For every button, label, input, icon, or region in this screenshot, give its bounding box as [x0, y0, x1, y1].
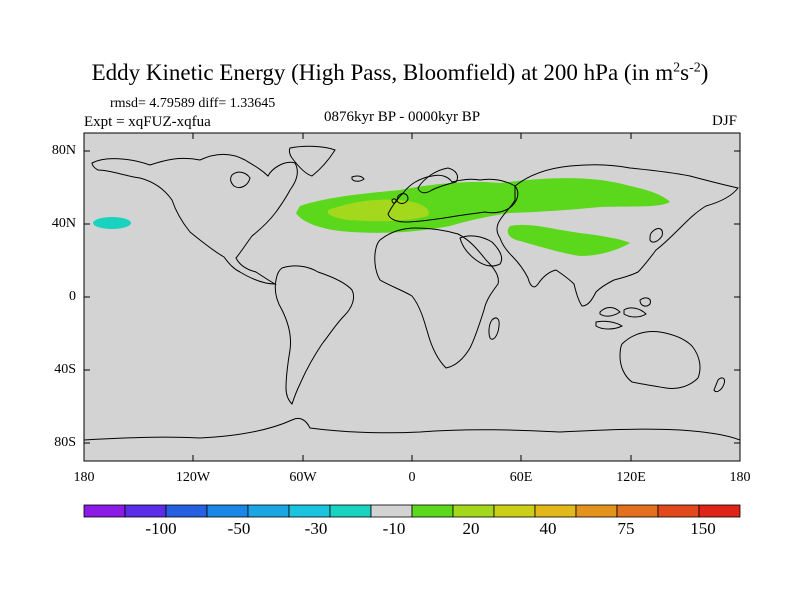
colorbar-label: 75 [617, 519, 635, 538]
coast-south-america [274, 265, 355, 405]
lon-label-120e: 120E [616, 470, 646, 485]
coast-africa [374, 227, 499, 369]
colorbar-label: -10 [382, 519, 406, 538]
coast-japan [649, 228, 663, 243]
eke-band-south-asia [507, 224, 630, 256]
colorbar-swatch [452, 504, 495, 518]
coast-antarctica [84, 417, 740, 441]
colorbar-swatch [288, 504, 331, 518]
colorbar-swatch [83, 504, 126, 518]
eke-negative-pacific [93, 217, 131, 229]
coast-australia [619, 331, 701, 389]
plot-title: Eddy Kinetic Energy (High Pass, Bloomfie… [91, 60, 709, 85]
coast-greenland [288, 145, 336, 177]
colorbar-swatch [575, 504, 618, 518]
coast-southeast-asia-islands [595, 297, 651, 330]
colorbar-swatch [329, 504, 372, 518]
colorbar-swatch [411, 504, 454, 518]
eke-core-europe [327, 199, 429, 222]
colorbar-swatch [206, 504, 249, 518]
lat-label-40n: 40N [51, 216, 76, 231]
lon-label-120w: 120W [175, 470, 211, 485]
coast-arabia [459, 235, 503, 267]
lat-label-80s: 80S [54, 435, 76, 450]
colorbar-label: 150 [690, 519, 716, 538]
rmsd-diff-stats: rmsd= 4.79589 diff= 1.33645 [110, 96, 276, 111]
colorbar-swatch [616, 504, 659, 518]
colorbar-label: 20 [462, 519, 480, 538]
colorbar-swatch [534, 504, 577, 518]
coast-north-america [91, 153, 298, 285]
coast-british-isles [391, 193, 409, 204]
colorbar-swatch [370, 504, 413, 518]
coast-iceland [351, 175, 365, 182]
axis-ticks [83, 133, 741, 461]
season-label: DJF [712, 113, 738, 129]
colorbar-swatch [124, 504, 167, 518]
coast-new-zealand [713, 377, 725, 393]
colorbar-swatch [493, 504, 536, 518]
lon-label-180e: 180 [729, 470, 751, 485]
period-label: 0876kyr BP - 0000kyr BP [324, 109, 481, 125]
colorbar-label: -100 [145, 519, 177, 538]
lat-label-0: 0 [69, 289, 76, 304]
lon-label-60w: 60W [289, 470, 317, 485]
lat-label-80n: 80N [51, 143, 76, 158]
colorbar-swatch [657, 504, 700, 518]
lon-label-0: 0 [408, 470, 416, 485]
experiment-label: Expt = xqFUZ-xqfua [84, 114, 211, 130]
colorbar-label: -30 [304, 519, 328, 538]
lat-label-40s: 40S [54, 362, 76, 377]
colorbar-label: -50 [227, 519, 251, 538]
coast-hudson-bay [230, 171, 251, 189]
coast-asia [496, 164, 739, 307]
lon-label-60e: 60E [509, 470, 533, 485]
colorbar-label: 40 [539, 519, 557, 538]
lon-label-180w: 180 [73, 470, 95, 485]
coast-scandinavia [417, 167, 459, 194]
colorbar-swatch [247, 504, 290, 518]
colorbar-swatch [165, 504, 208, 518]
coastlines [84, 145, 740, 441]
colorbar [83, 504, 741, 518]
coast-madagascar [488, 317, 500, 340]
colorbar-swatch [698, 504, 741, 518]
map-frame [83, 132, 741, 462]
